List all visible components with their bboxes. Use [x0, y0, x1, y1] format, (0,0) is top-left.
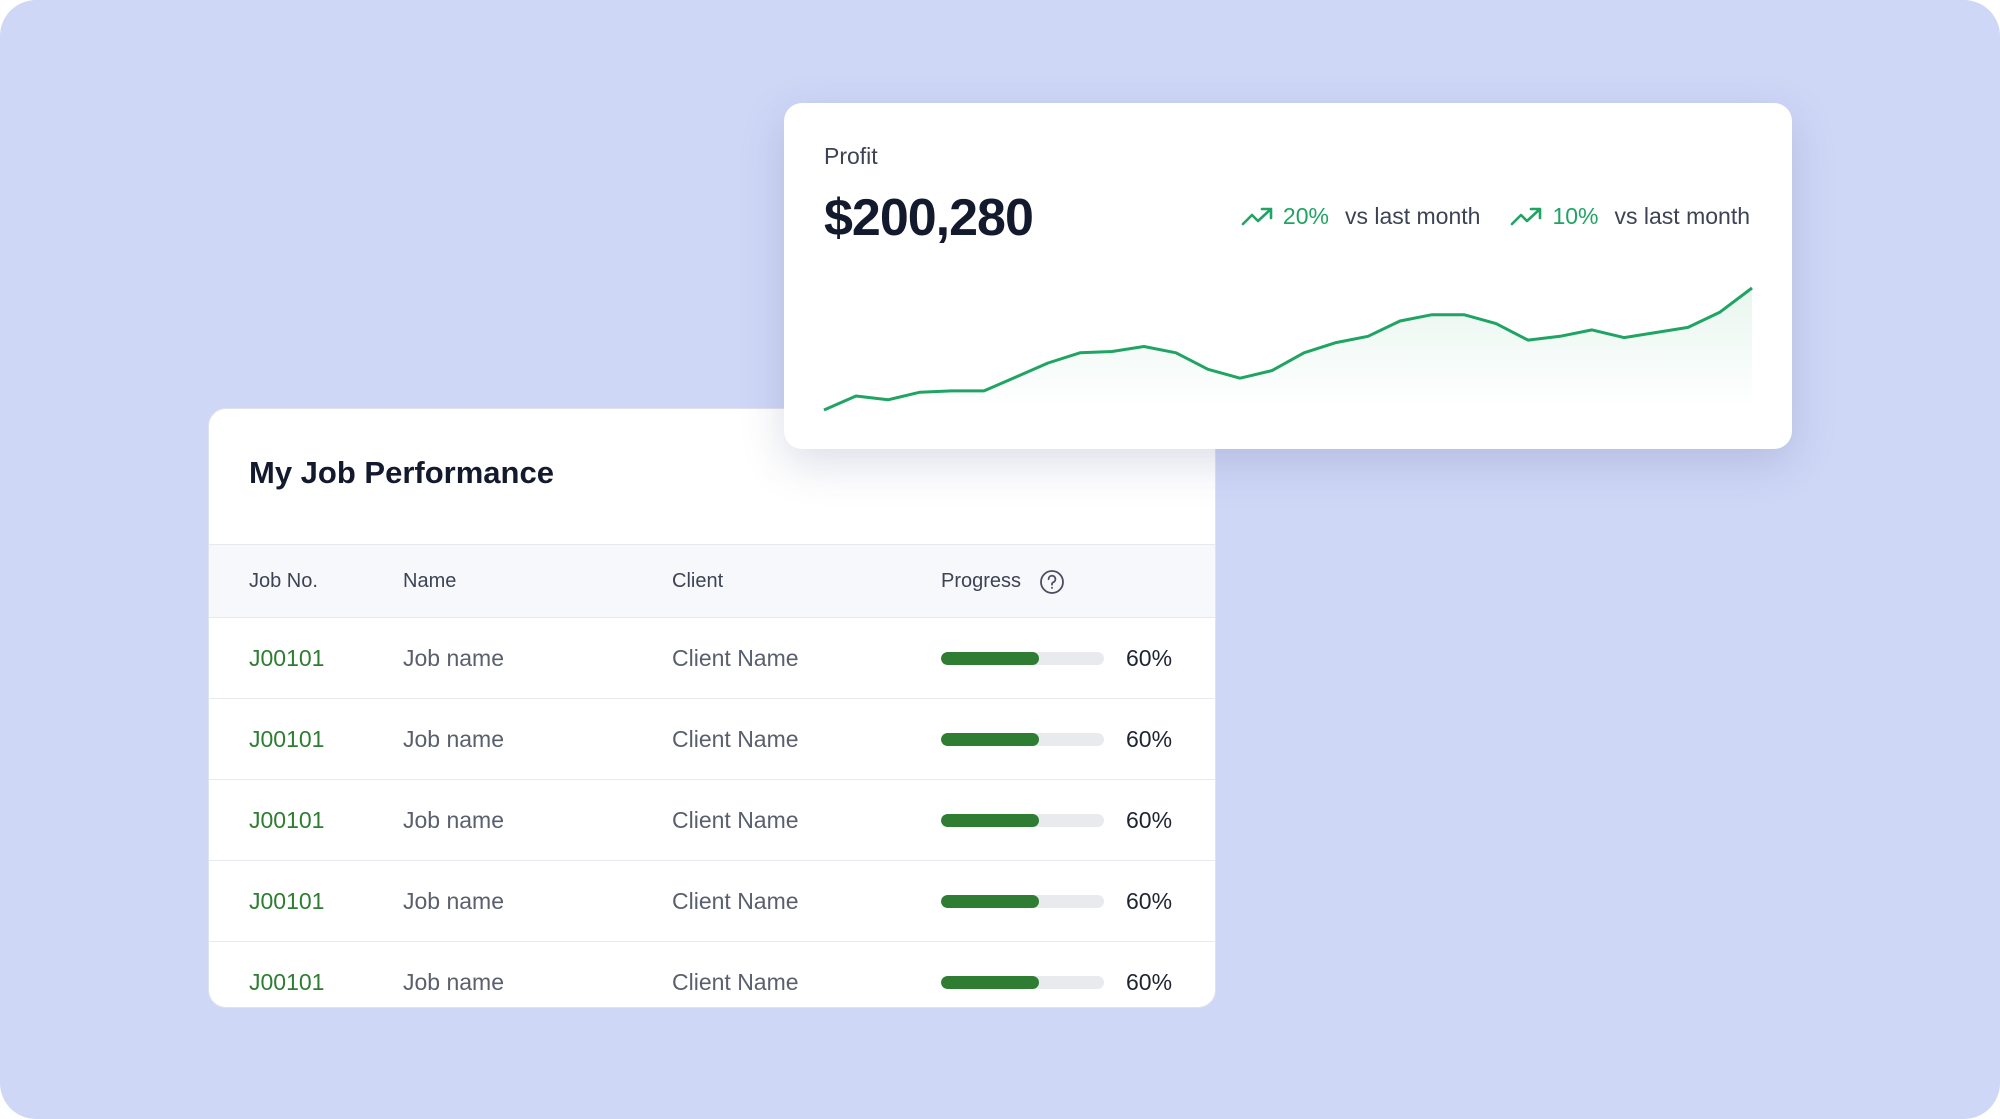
table-row: J00101 Job name Client Name 60% [209, 699, 1215, 780]
progress-track [941, 976, 1104, 989]
trend-up-icon [1241, 207, 1273, 225]
client-name: Client Name [672, 645, 799, 671]
table-row: J00101 Job name Client Name 60% [209, 942, 1215, 1007]
trend-value: 20% [1282, 203, 1329, 229]
table-header: Job No. Name Client Progress [209, 544, 1215, 618]
progress-track [941, 895, 1104, 908]
sparkline-area [824, 288, 1752, 410]
progress-fill [941, 976, 1039, 989]
progress-label: 60% [1126, 645, 1173, 671]
sparkline-line [823, 286, 1753, 412]
column-header: Job No. [249, 570, 318, 592]
job-name: Job name [403, 726, 505, 752]
progress-label: 60% [1126, 969, 1173, 995]
progress-track [941, 814, 1104, 827]
table-row: J00101 Job name Client Name 60% [209, 780, 1215, 861]
trend-badge: 20% vs last month [1241, 203, 1481, 230]
table-title: My Job Performance [249, 455, 554, 490]
progress-label: 60% [1126, 888, 1173, 914]
client-name: Client Name [672, 888, 799, 914]
job-name: Job name [403, 807, 505, 833]
trend-text: vs last month [1614, 203, 1751, 229]
sparkline-chart [823, 286, 1753, 412]
progress-fill [941, 814, 1039, 827]
progress-track [941, 733, 1104, 746]
profit-label: Profit [824, 143, 878, 169]
progress-fill [941, 652, 1039, 665]
client-name: Client Name [672, 969, 799, 995]
profit-card: Profit $200,280 20% vs last month 10% vs la… [784, 103, 1792, 449]
job-number[interactable]: J00101 [249, 726, 325, 752]
progress-label: 60% [1126, 807, 1173, 833]
job-name: Job name [403, 969, 505, 995]
table-row: J00101 Job name Client Name 60% [209, 861, 1215, 942]
trend-badges: 20% vs last month 10% vs last month [1211, 203, 1750, 230]
client-name: Client Name [672, 807, 799, 833]
progress-fill [941, 733, 1039, 746]
job-name: Job name [403, 888, 505, 914]
trend-text: vs last month [1344, 203, 1481, 229]
progress-fill [941, 895, 1039, 908]
job-table-card: My Job Performance Job No. Name Client Prog… [208, 408, 1216, 1008]
profit-amount: $200,280 [824, 189, 1034, 247]
trend-up-arrow [1241, 207, 1273, 225]
job-number[interactable]: J00101 [249, 645, 325, 671]
trend-up-arrow [1511, 207, 1542, 225]
help-icon[interactable] [1039, 569, 1065, 595]
column-header: Name [403, 570, 457, 592]
progress-label: 60% [1126, 726, 1173, 752]
progress-track [941, 652, 1104, 665]
column-header: Progress [941, 570, 1022, 592]
trend-up-icon [1511, 207, 1542, 225]
job-number[interactable]: J00101 [249, 807, 325, 833]
job-name: Job name [403, 645, 505, 671]
trend-value: 10% [1552, 203, 1599, 229]
trend-badge: 10% vs last month [1510, 203, 1750, 230]
table-row: J00101 Job name Client Name 60% [209, 618, 1215, 699]
client-name: Client Name [672, 726, 799, 752]
job-number[interactable]: J00101 [249, 969, 325, 995]
job-number[interactable]: J00101 [249, 888, 325, 914]
column-header: Client [672, 570, 724, 592]
help-icon-circle [1040, 570, 1064, 594]
help-icon-glyph [1047, 574, 1057, 589]
